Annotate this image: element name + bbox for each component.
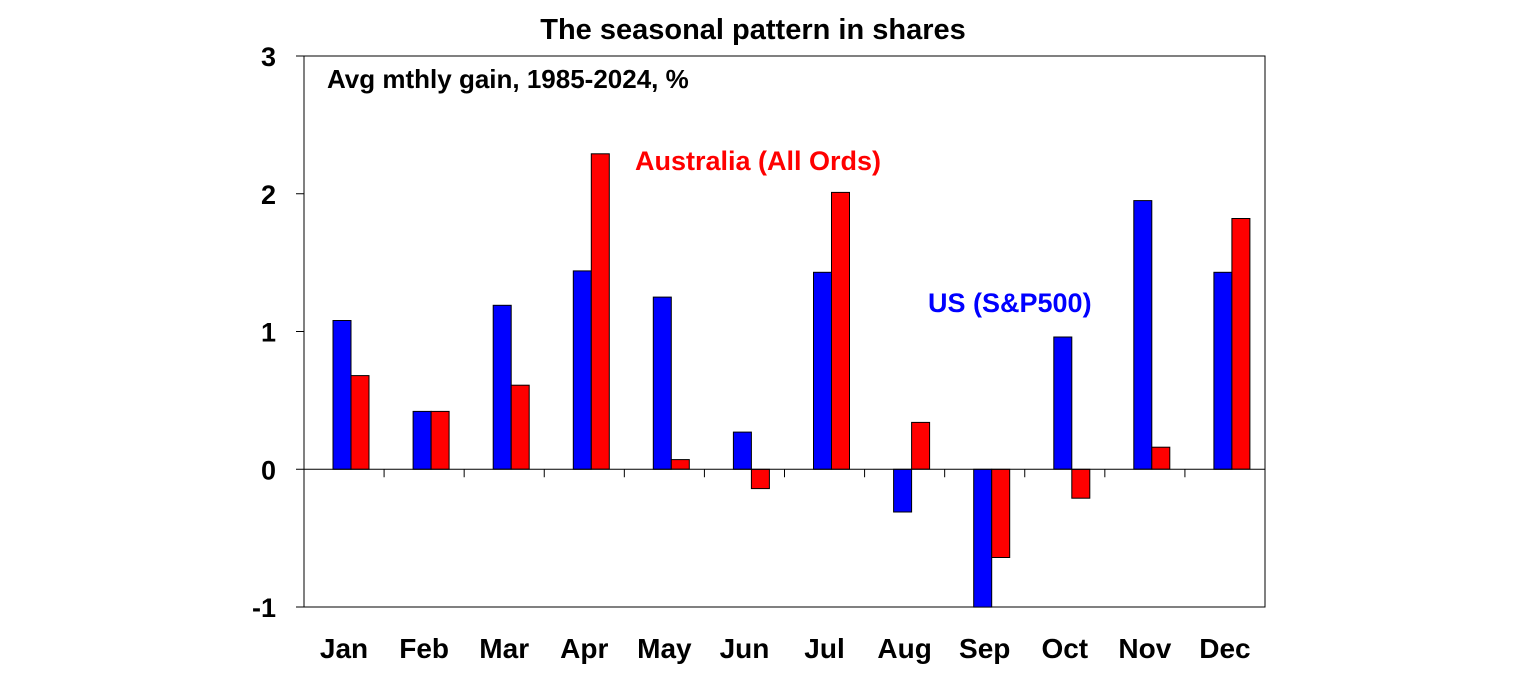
bar-australia-apr — [590, 153, 610, 470]
x-tick-label-feb: Feb — [399, 633, 449, 664]
labels-layer: 3 2 1 0 -1 Jan Feb Mar Apr May Jun Jul Aug Sep Oct Nov D… — [252, 42, 1251, 664]
bar-us-aug — [893, 468, 913, 513]
bar-australia-jun — [750, 468, 770, 490]
bar-us-nov — [1133, 200, 1153, 470]
x-tick-label-jan: Jan — [320, 633, 368, 664]
bar-us-apr — [572, 270, 592, 470]
bar-us-oct — [1053, 336, 1073, 470]
bar-us-dec — [1213, 271, 1233, 470]
bar-us-mar — [492, 304, 512, 470]
chart-title: The seasonal pattern in shares — [540, 14, 965, 46]
bar-australia-aug — [911, 421, 931, 470]
y-tick-label: 1 — [261, 318, 276, 348]
x-tick-label-aug: Aug — [877, 633, 931, 664]
bar-us-jun — [732, 431, 752, 470]
x-tick-label-sep: Sep — [959, 633, 1010, 664]
bar-australia-dec — [1231, 218, 1251, 470]
x-tick-label-mar: Mar — [479, 633, 529, 664]
x-tick-label-dec: Dec — [1199, 633, 1250, 664]
chart-subtitle: Avg mthly gain, 1985-2024, % — [327, 64, 689, 94]
bar-us-jan — [332, 320, 352, 470]
australia-series-label: Australia (All Ords) — [635, 146, 881, 176]
bar-us-may — [652, 296, 672, 470]
y-tick-label: 0 — [261, 455, 276, 485]
y-tick-label: 2 — [261, 180, 276, 210]
axis-layer — [296, 55, 1266, 608]
bar-australia-sep — [991, 468, 1011, 558]
bar-australia-jan — [350, 375, 370, 470]
x-tick-label-jun: Jun — [720, 633, 770, 664]
bar-us-sep — [973, 468, 993, 608]
bar-australia-mar — [510, 384, 530, 470]
bar-australia-jul — [831, 191, 850, 470]
y-tick-label: -1 — [252, 593, 276, 623]
x-tick-label-nov: Nov — [1118, 633, 1171, 664]
x-tick-label-may: May — [637, 633, 692, 664]
x-tick-label-apr: Apr — [560, 633, 608, 664]
y-tick-label: 3 — [261, 42, 276, 72]
bar-australia-oct — [1071, 468, 1091, 499]
bar-australia-may — [670, 459, 690, 470]
us-series-label: US (S&P500) — [928, 288, 1092, 318]
x-tick-label-oct: Oct — [1041, 633, 1088, 664]
plot-frame — [303, 55, 1266, 608]
x-tick-label-jul: Jul — [804, 633, 844, 664]
bars-layer — [332, 153, 1251, 608]
bar-us-feb — [412, 410, 432, 470]
bar-australia-nov — [1151, 446, 1171, 470]
bar-us-jul — [813, 271, 832, 470]
bar-australia-feb — [430, 410, 450, 470]
